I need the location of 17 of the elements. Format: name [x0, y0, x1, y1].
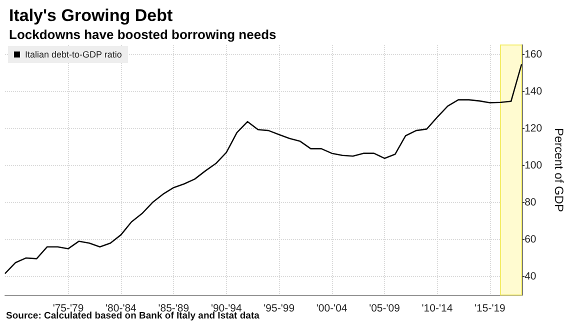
y-tick-label: 140: [524, 85, 542, 98]
y-tick-label: 80: [524, 196, 536, 208]
y-tick-label: 60: [524, 233, 536, 246]
x-tick-label: '95-'99: [264, 302, 295, 314]
x-tick-label: '10-'14: [422, 302, 453, 314]
legend-label: Italian debt-to-GDP ratio: [25, 50, 122, 60]
y-tick-label: 100: [524, 159, 542, 172]
y-tick-label: 160: [524, 48, 542, 60]
chart-subtitle: Lockdowns have boosted borrowing needs: [9, 27, 276, 42]
y-tick-label: 120: [524, 122, 542, 134]
x-tick-label: '00-'04: [316, 302, 348, 314]
line-series: [4, 64, 522, 274]
chart-title: Italy's Growing Debt: [9, 6, 174, 25]
y-axis-title: Percent of GDP: [552, 128, 566, 212]
x-tick-label: '15-'19: [474, 302, 506, 314]
x-tick-label: '05-'09: [369, 302, 400, 314]
y-tick-label: 40: [524, 270, 536, 282]
